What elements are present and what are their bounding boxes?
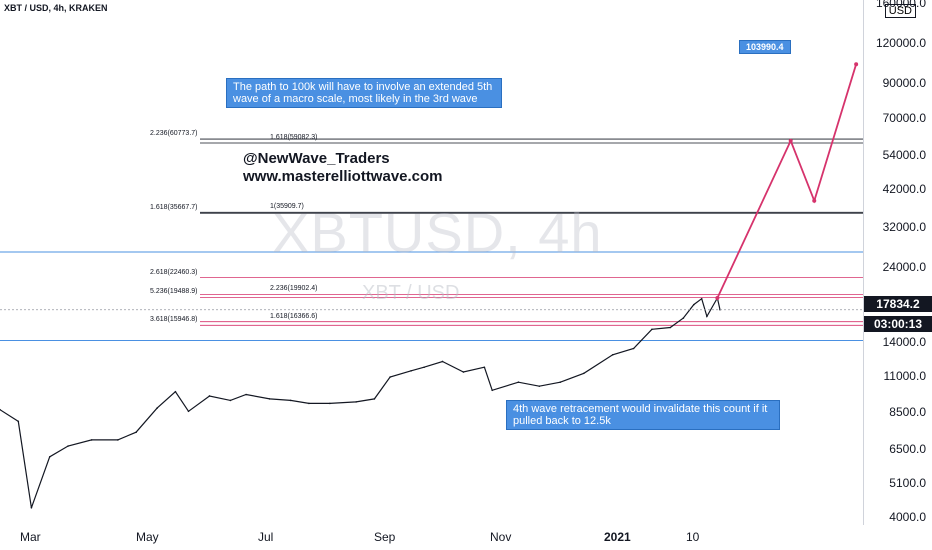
projection-point [854,62,859,67]
price-tick: 5100.0 [889,476,926,491]
price-point [441,360,444,363]
projection-point [715,296,720,301]
fib-label: 5.236(19488.9) [150,288,198,296]
price-point [423,366,425,369]
price-point [583,372,585,375]
price-point [651,328,653,331]
time-tick: Mar [20,530,41,544]
price-point [462,371,465,373]
projection-path [716,64,857,299]
symbol-header: XBT / USD, 4h, KRAKEN [4,3,108,13]
time-tick: Jul [258,530,274,544]
fib-label: 3.618(15946.8) [150,316,198,324]
time-tick: Nov [490,530,512,544]
price-point [174,390,177,393]
price-tick: 54000.0 [882,147,926,162]
price-point [30,506,33,509]
price-point [355,401,357,403]
price-axis[interactable] [863,0,932,525]
projection-point [812,198,817,203]
watermark-subtitle: XBT / USD [362,282,460,304]
time-tick: 2021 [604,530,631,544]
brand-handle: @NewWave_Traders [243,150,390,167]
fib-label: 1.618(59082.3) [270,133,318,141]
fib-label: 2.236(60773.7) [150,130,198,138]
price-tick: 160000.0 [875,0,926,11]
price-point [67,445,69,447]
projection-point [788,138,793,143]
currency-badge[interactable]: USD [884,4,916,18]
fib-label: 2.618(22460.3) [150,268,198,276]
price-tick: 14000.0 [882,335,926,350]
price-point [156,407,158,409]
price-point [700,297,703,300]
price-point [410,370,412,372]
target-price-label[interactable]: 103990.4 [739,40,791,54]
price-tick: 8500.0 [889,404,926,419]
brand-site: www.masterelliottwave.com [243,168,443,185]
price-point [483,366,486,369]
price-point [389,376,391,378]
price-point [538,385,541,387]
price-point [229,399,232,402]
price-tick: 70000.0 [882,111,926,126]
current-price-tag: 17834.2 [864,296,932,312]
annotation-invalidation[interactable]: 4th wave retracement would invalidate th… [506,400,780,430]
price-point [517,381,520,383]
price-point [693,303,695,306]
price-point [208,395,211,397]
time-tick: May [136,530,159,544]
price-point [17,420,20,423]
price-point [632,347,635,350]
candle-countdown: 03:00:13 [864,316,932,332]
price-tick: 90000.0 [882,76,926,91]
price-tick: 4000.0 [889,509,926,524]
price-point [706,315,708,318]
price-point [329,402,331,405]
time-tick: Sep [374,530,396,544]
time-tick: 10 [686,530,700,544]
price-point [669,326,672,329]
price-point [48,456,51,458]
fib-label: 2.236(19902.4) [270,285,318,293]
price-tick: 120000.0 [875,36,926,51]
fib-label: 1.618(16366.6) [270,312,318,320]
fib-label: 1(35909.7) [270,203,304,211]
price-point [373,398,376,400]
watermark-symbol: XBTUSD, 4h [272,201,603,264]
fib-label: 1.618(35667.7) [150,204,198,212]
price-tick: 32000.0 [882,220,926,235]
price-point [289,399,292,402]
price-tick: 6500.0 [889,442,926,457]
price-tick: 24000.0 [882,260,926,275]
price-tick: 42000.0 [882,182,926,197]
price-point [135,431,137,434]
price-point [682,317,685,319]
price-point [245,393,247,396]
price-tick: 11000.0 [883,369,927,384]
price-point [268,398,271,400]
price-point [90,439,93,441]
price-point [491,389,494,392]
price-point [559,381,562,383]
price-point [611,354,614,356]
price-point [308,402,310,405]
annotation-extended-wave[interactable]: The path to 100k will have to involve an… [226,78,502,108]
price-point [187,410,190,413]
price-point [0,408,1,411]
price-point [117,439,119,441]
